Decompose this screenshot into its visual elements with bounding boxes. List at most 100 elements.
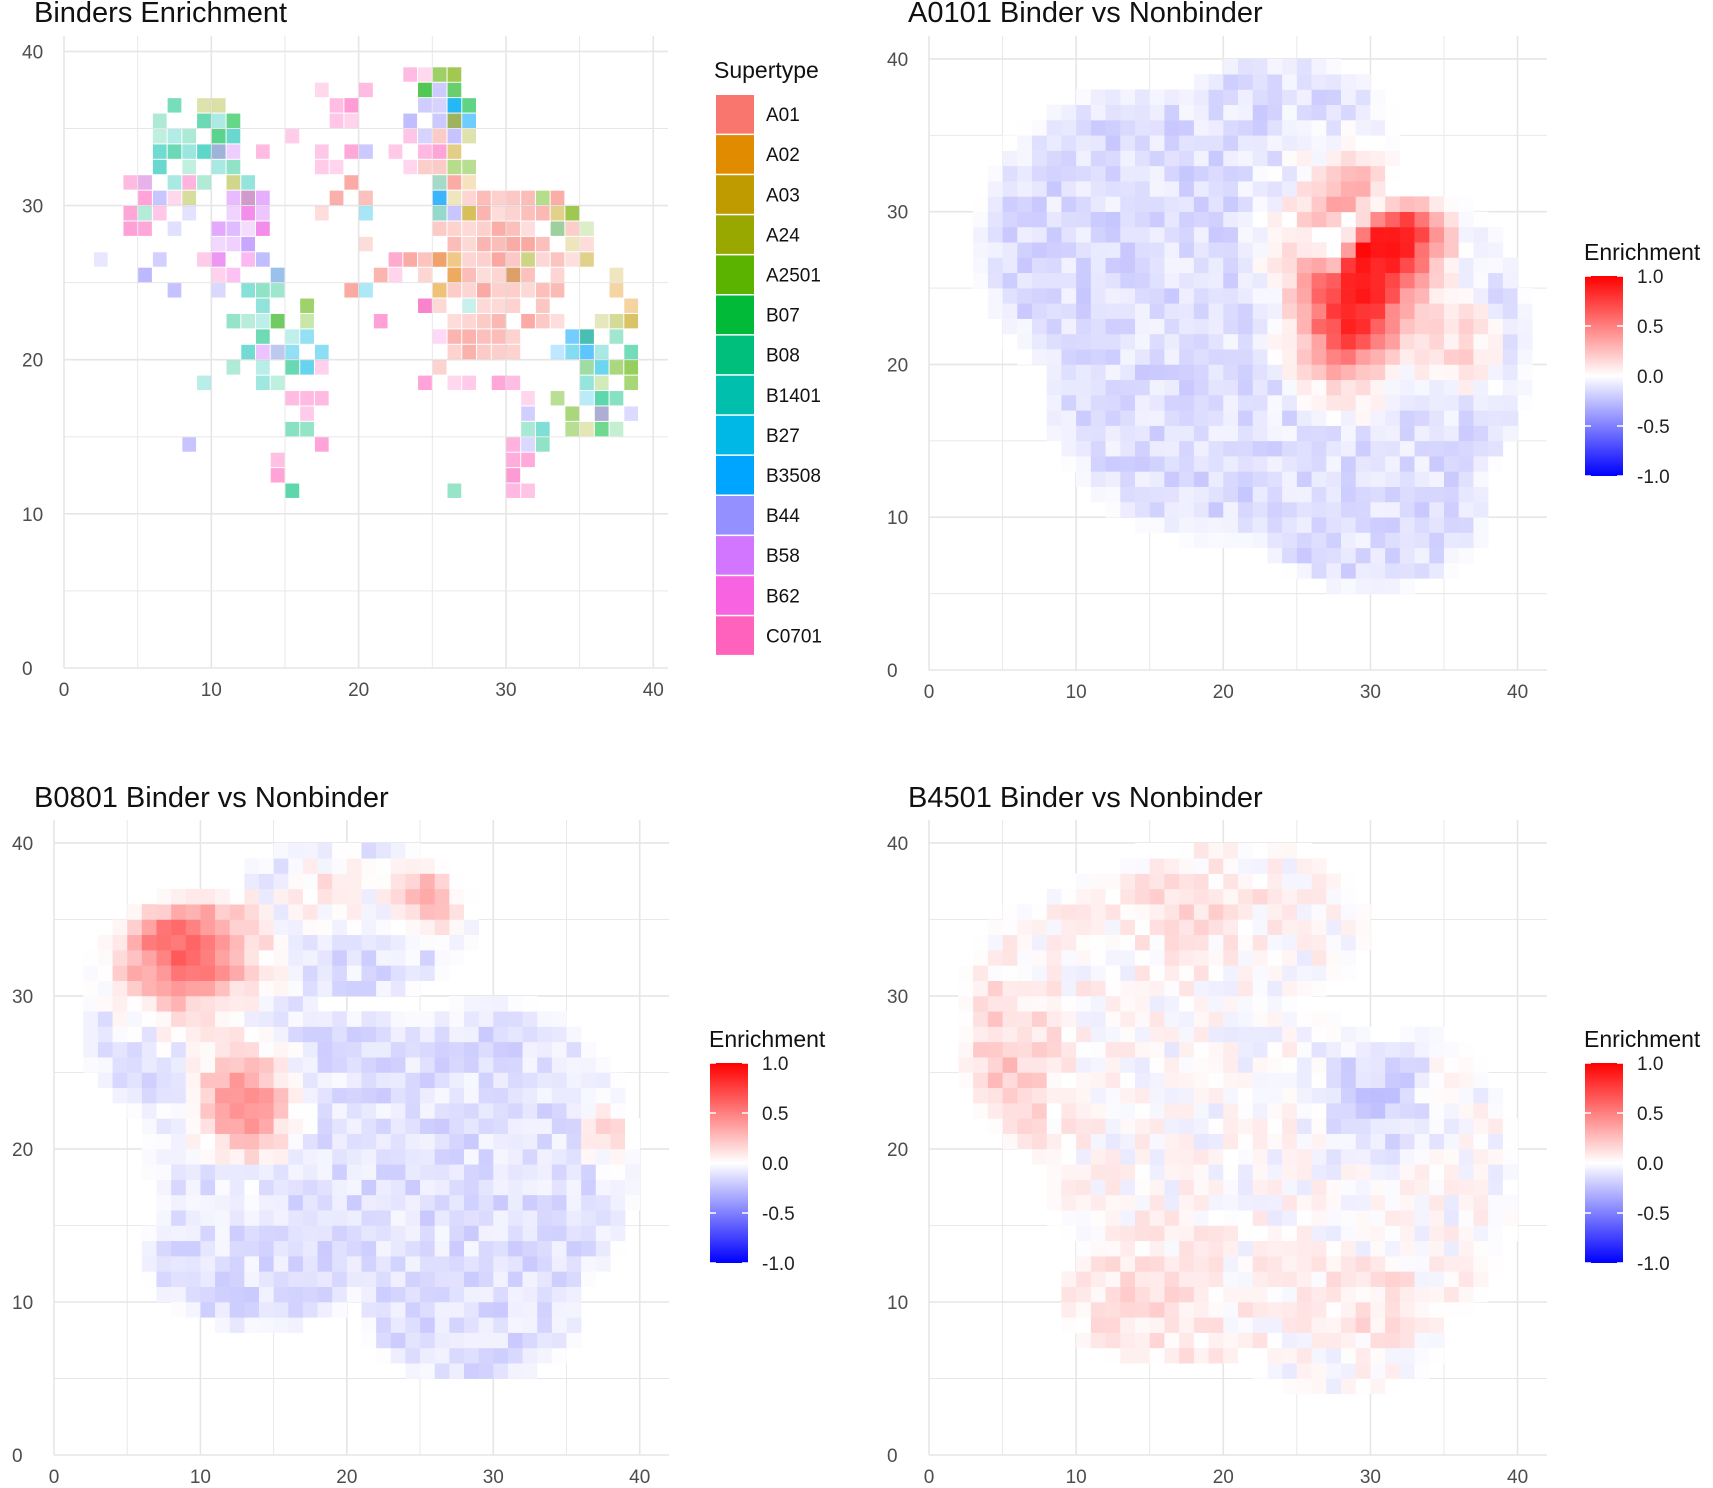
enrichment-cell	[1076, 349, 1092, 365]
enrichment-cell	[1341, 272, 1357, 289]
enrichment-cell	[1076, 318, 1092, 335]
enrichment-cell	[507, 1225, 523, 1242]
enrichment-cell	[1032, 1057, 1048, 1073]
enrichment-cell	[1296, 980, 1312, 997]
enrichment-cell	[1399, 379, 1415, 396]
enrichment-cell	[1311, 1133, 1327, 1150]
enrichment-cell	[1296, 532, 1312, 549]
enrichment-cell	[1399, 272, 1415, 289]
enrichment-cell	[1502, 364, 1518, 381]
enrichment-cell	[1296, 226, 1312, 243]
enrichment-cell	[1061, 440, 1077, 457]
enrichment-cell	[1193, 532, 1209, 549]
enrichment-cell	[244, 1057, 260, 1073]
enrichment-cell	[405, 1271, 421, 1287]
enrichment-cell	[1238, 1225, 1254, 1242]
enrichment-cell	[581, 1179, 597, 1196]
enrichment-cell	[332, 1057, 348, 1073]
enrichment-cell	[1238, 1179, 1254, 1196]
enrichment-cell	[1149, 842, 1165, 859]
enrichment-cell	[317, 1225, 333, 1242]
enrichment-cell	[1311, 563, 1327, 579]
enrichment-cell	[1252, 934, 1268, 951]
enrichment-cell	[1399, 242, 1415, 258]
enrichment-cell	[610, 1225, 626, 1242]
enrichment-cell	[464, 904, 479, 920]
enrichment-cell	[1326, 1164, 1342, 1180]
enrichment-cell	[1046, 272, 1062, 289]
enrichment-cell	[1399, 1271, 1415, 1287]
enrichment-cell	[1311, 379, 1327, 396]
enrichment-cell	[1208, 965, 1224, 981]
supertype-cell	[565, 206, 580, 221]
supertype-cell	[462, 128, 476, 144]
enrichment-cell	[332, 950, 348, 966]
supertype-cell	[226, 267, 241, 283]
enrichment-cell	[551, 1347, 567, 1364]
enrichment-cell	[1355, 165, 1371, 182]
enrichment-cell	[1193, 1347, 1209, 1364]
enrichment-cell	[1282, 1210, 1298, 1226]
enrichment-cell	[1135, 858, 1151, 874]
legend-key-c0701	[716, 616, 754, 655]
enrichment-cell	[1429, 532, 1445, 549]
enrichment-cell	[1135, 1194, 1151, 1211]
enrichment-cell	[1296, 919, 1312, 936]
enrichment-cell	[1252, 1271, 1268, 1287]
enrichment-cell	[522, 1118, 538, 1134]
enrichment-cell	[1017, 1041, 1033, 1058]
enrichment-cell	[464, 1240, 479, 1257]
enrichment-cell	[1311, 303, 1327, 319]
supertype-cell	[152, 252, 167, 267]
enrichment-cell	[595, 1256, 611, 1272]
enrichment-cell	[1473, 288, 1489, 304]
enrichment-cell	[1164, 1225, 1180, 1242]
enrichment-cell	[610, 1194, 626, 1211]
enrichment-cell	[1267, 425, 1283, 442]
enrichment-cell	[1105, 1286, 1121, 1303]
enrichment-cell	[288, 1271, 304, 1287]
enrichment-cell	[1399, 410, 1415, 426]
enrichment-cell	[1164, 501, 1180, 518]
enrichment-cell	[1105, 242, 1121, 258]
enrichment-cell	[1341, 379, 1357, 396]
enrichment-cell	[987, 257, 1003, 274]
enrichment-cell	[1238, 888, 1254, 905]
enrichment-cell	[1385, 471, 1401, 487]
enrichment-cell	[1252, 1347, 1268, 1364]
enrichment-cell	[1355, 919, 1371, 936]
supertype-cell	[447, 144, 462, 159]
enrichment-cell	[1105, 1072, 1121, 1089]
enrichment-cell	[405, 1225, 421, 1242]
enrichment-cell	[1458, 395, 1474, 411]
enrichment-cell	[464, 1225, 479, 1242]
enrichment-cell	[1488, 333, 1504, 350]
enrichment-cell	[1444, 532, 1460, 549]
enrichment-cell	[1252, 1103, 1268, 1119]
enrichment-cell	[1149, 1118, 1165, 1134]
enrichment-cell	[1076, 1240, 1092, 1257]
enrichment-cell	[420, 1225, 436, 1242]
enrichment-cell	[1326, 104, 1342, 121]
enrichment-cell	[1282, 150, 1298, 167]
enrichment-cell	[405, 1240, 421, 1257]
enrichment-cell	[1399, 1240, 1415, 1257]
enrichment-cell	[1370, 1301, 1386, 1318]
enrichment-cell	[229, 1133, 245, 1150]
enrichment-cell	[1238, 501, 1254, 518]
enrichment-cell	[1193, 904, 1209, 920]
enrichment-cell	[1473, 1179, 1489, 1196]
enrichment-cell	[1414, 456, 1430, 472]
enrichment-cell	[1193, 1179, 1209, 1196]
enrichment-cell	[1444, 1210, 1460, 1226]
enrichment-cell	[1135, 89, 1151, 106]
supertype-cell	[167, 175, 182, 190]
enrichment-cell	[1458, 456, 1474, 472]
enrichment-cell	[1208, 1332, 1224, 1349]
x-tick-label: 0	[924, 1467, 935, 1488]
enrichment-cell	[1017, 211, 1033, 228]
enrichment-cell	[1311, 1072, 1327, 1089]
supertype-cell	[550, 252, 565, 267]
enrichment-cell	[1341, 333, 1357, 350]
